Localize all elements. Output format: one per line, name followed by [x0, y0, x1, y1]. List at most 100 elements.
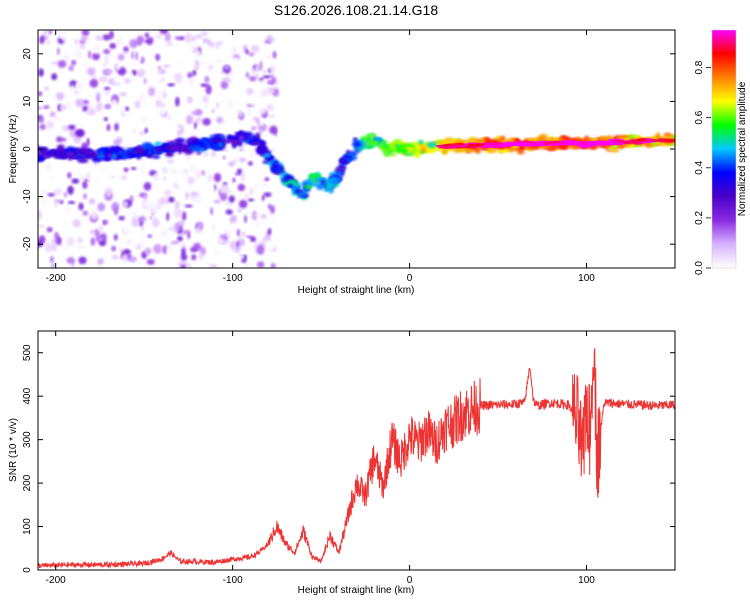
spectrogram-noise-cell: [134, 65, 144, 71]
spectrogram-noise-cell: [111, 99, 118, 109]
spectrogram-ridge-cell: [188, 144, 201, 152]
spectrogram-noise-cell: [138, 215, 147, 223]
spectrogram-noise-cell: [43, 48, 49, 52]
spectrogram-noise-cell: [241, 230, 246, 238]
spectrogram-peak-cell: [560, 139, 577, 143]
spectrogram-ridge-cell: [272, 159, 280, 166]
spectrogram-noise-cell: [174, 200, 180, 210]
spectrogram-ridge-cell: [313, 177, 324, 183]
spectrogram-noise-cell: [87, 177, 94, 181]
spectrogram-ridge-cell: [487, 148, 498, 153]
spectrogram-noise-cell: [147, 36, 154, 43]
spectrogram-ridge-cell: [243, 135, 250, 141]
spectrogram-ridge-cell: [229, 136, 240, 140]
spectrogram-noise-cell: [243, 215, 248, 224]
spectrogram-noise-cell: [129, 39, 138, 49]
spectrogram-noise-cell: [211, 108, 215, 113]
spectrogram-noise-cell: [241, 141, 247, 147]
spectrogram-ridge-cell: [388, 143, 397, 150]
spectrogram-noise-cell: [38, 106, 43, 110]
spectrogram-ridge-cell: [154, 141, 162, 147]
spectrogram-noise-cell: [44, 57, 51, 64]
spectrogram-noise-cell: [150, 66, 155, 72]
spectrogram-noise-cell: [220, 184, 229, 193]
spectrogram-noise-cell: [109, 43, 117, 49]
spectrogram-noise-cell: [190, 111, 198, 115]
spectrogram-noise-cell: [97, 202, 106, 212]
spectrogram-noise-cell: [165, 211, 170, 221]
spectrogram-noise-cell: [215, 43, 219, 50]
snr-y-tick-label: 0: [22, 567, 33, 573]
spectrogram-noise-cell: [115, 64, 122, 70]
spectrogram-x-tick-label: 0: [407, 273, 413, 284]
spectrogram-noise-cell: [54, 115, 59, 121]
spectrogram-noise-cell: [207, 251, 216, 258]
colorbar-tick-label: 0.4: [694, 160, 705, 174]
spectrogram-noise-cell: [68, 65, 74, 71]
spectrogram-noise-cell: [67, 172, 72, 179]
spectrogram-noise-cell: [73, 89, 79, 96]
spectrogram-noise-cell: [158, 102, 166, 107]
spectrogram-noise-cell: [38, 68, 44, 77]
spectrogram-noise-cell: [205, 84, 212, 95]
spectrogram-noise-cell: [104, 54, 109, 65]
spectrogram-noise-cell: [114, 122, 119, 132]
spectrogram-noise-cell: [204, 150, 209, 158]
spectrogram-noise-cell: [269, 114, 276, 119]
spectrogram-ridge-cell: [66, 151, 74, 157]
spectrogram-noise-cell: [142, 201, 149, 206]
spectrogram-noise-cell: [255, 63, 260, 74]
spectrogram-noise-cell: [193, 61, 200, 69]
spectrogram-noise-cell: [242, 109, 250, 116]
spectrogram-noise-cell: [123, 167, 129, 173]
spectrogram-noise-cell: [240, 171, 245, 182]
spectrogram-noise-cell: [202, 37, 208, 44]
spectrogram-noise-cell: [195, 116, 203, 125]
spectrogram-noise-cell: [240, 76, 245, 86]
spectrogram-ridge-cell: [155, 146, 163, 154]
spectrogram-noise-cell: [186, 262, 191, 268]
spectrogram-noise-cell: [103, 117, 108, 122]
spectrogram-noise-cell: [74, 129, 84, 137]
spectrogram-noise-cell: [185, 114, 194, 125]
spectrogram-noise-cell: [173, 72, 183, 83]
spectrogram-noise-cell: [192, 69, 197, 76]
spectrogram-ridge-cell: [320, 182, 327, 188]
spectrogram-noise-cell: [249, 76, 257, 82]
spectrogram-noise-cell: [83, 223, 90, 230]
spectrogram-noise-cell: [138, 208, 144, 213]
spectrogram-ridge-cell: [414, 150, 421, 158]
spectrogram-noise-cell: [56, 47, 60, 56]
spectrogram-noise-cell: [82, 105, 88, 112]
spectrogram-noise-cell: [113, 196, 118, 201]
spectrogram-noise-cell: [117, 53, 125, 61]
spectrogram-noise-cell: [116, 37, 122, 46]
spectrogram-ridge-cell: [134, 148, 146, 155]
spectrogram-noise-cell: [130, 59, 137, 68]
colorbar-tick-label: 0.8: [694, 60, 705, 74]
spectrogram-peak-cell: [450, 144, 463, 148]
spectrogram-noise-cell: [186, 97, 193, 103]
spectrogram-noise-cell: [99, 240, 106, 247]
spectrogram-noise-cell: [266, 55, 272, 60]
spectrogram-noise-cell: [38, 210, 42, 220]
spectrogram-noise-cell: [62, 125, 70, 132]
spectrogram-noise-cell: [247, 242, 257, 253]
spectrogram-noise-cell: [143, 77, 147, 85]
spectrogram-y-label: Frequency (Hz): [8, 115, 19, 184]
spectrogram-noise-cell: [226, 229, 232, 237]
spectrogram-x-tick-label: -200: [46, 273, 66, 284]
spectrogram-y-tick-label: 20: [22, 48, 33, 60]
spectrogram-noise-cell: [174, 222, 181, 233]
spectrogram-noise-cell: [106, 123, 111, 132]
spectrogram-noise-cell: [153, 217, 158, 225]
spectrogram-noise-cell: [119, 92, 127, 97]
colorbar-frame: [711, 29, 737, 269]
spectrogram-noise-cell: [71, 178, 80, 184]
spectrogram-noise-cell: [111, 202, 120, 212]
spectrogram-noise-cell: [38, 91, 43, 97]
spectrogram-ridge-cell: [237, 134, 245, 141]
spectrogram-noise-cell: [178, 36, 185, 41]
spectrogram-peak-cell: [671, 138, 675, 142]
spectrogram-noise-cell: [178, 112, 183, 118]
